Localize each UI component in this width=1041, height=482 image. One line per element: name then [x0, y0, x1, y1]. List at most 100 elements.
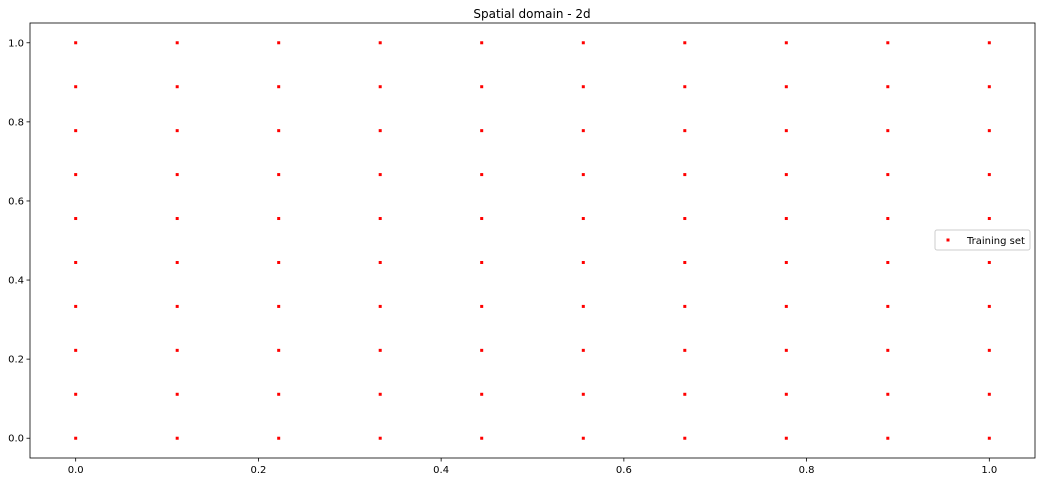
scatter-point [886, 304, 890, 308]
scatter-point [378, 41, 382, 45]
scatter-point [480, 304, 484, 308]
scatter-point [175, 173, 179, 177]
scatter-point [581, 304, 585, 308]
scatter-point [480, 129, 484, 133]
scatter-point [987, 260, 991, 264]
scatter-point [74, 173, 78, 177]
scatter-point [683, 260, 687, 264]
scatter-point [683, 392, 687, 396]
scatter-point [581, 129, 585, 133]
scatter-point [175, 304, 179, 308]
scatter-point [74, 85, 78, 89]
scatter-point [74, 129, 78, 133]
data-points [74, 41, 991, 440]
scatter-point [74, 436, 78, 440]
scatter-point [480, 85, 484, 89]
y-tick-label: 1.0 [8, 38, 24, 49]
scatter-point [886, 217, 890, 221]
y-tick-label: 0.0 [8, 434, 24, 445]
scatter-point [480, 260, 484, 264]
scatter-point [784, 436, 788, 440]
scatter-point [987, 392, 991, 396]
scatter-point [378, 260, 382, 264]
y-axis: 0.0 0.2 0.4 0.6 0.8 1.0 [8, 38, 30, 445]
scatter-point [784, 173, 788, 177]
x-tick-label: 0.8 [799, 465, 815, 476]
scatter-point [480, 173, 484, 177]
scatter-point [886, 348, 890, 352]
y-tick-label: 0.8 [8, 117, 24, 128]
x-tick-label: 0.0 [68, 465, 84, 476]
x-tick-label: 0.6 [616, 465, 632, 476]
scatter-point [987, 348, 991, 352]
scatter-point [378, 392, 382, 396]
scatter-point [175, 348, 179, 352]
scatter-point [581, 173, 585, 177]
scatter-point [175, 85, 179, 89]
scatter-point [683, 173, 687, 177]
chart-title: Spatial domain - 2d [473, 7, 590, 21]
scatter-point [277, 85, 281, 89]
scatter-point [74, 392, 78, 396]
scatter-point [784, 217, 788, 221]
scatter-point [378, 85, 382, 89]
scatter-point [175, 392, 179, 396]
scatter-point [277, 348, 281, 352]
scatter-point [886, 436, 890, 440]
scatter-point [886, 392, 890, 396]
scatter-point [480, 348, 484, 352]
scatter-point [175, 260, 179, 264]
scatter-point [784, 392, 788, 396]
scatter-point [886, 85, 890, 89]
legend: Training set [934, 229, 1031, 251]
scatter-point [378, 217, 382, 221]
legend-label: Training set [966, 236, 1025, 247]
x-tick-label: 0.2 [250, 465, 266, 476]
scatter-point [378, 348, 382, 352]
x-axis: 0.0 0.2 0.4 0.6 0.8 1.0 [68, 458, 997, 476]
scatter-point [175, 41, 179, 45]
plot-frame [29, 22, 1036, 459]
scatter-point [784, 129, 788, 133]
scatter-point [74, 217, 78, 221]
scatter-point [886, 260, 890, 264]
scatter-point [987, 304, 991, 308]
scatter-point [74, 260, 78, 264]
scatter-point [784, 260, 788, 264]
scatter-point [74, 348, 78, 352]
scatter-point [886, 41, 890, 45]
scatter-point [987, 129, 991, 133]
scatter-point [683, 85, 687, 89]
scatter-point [581, 436, 585, 440]
scatter-point [277, 304, 281, 308]
scatter-point [886, 173, 890, 177]
scatter-point [277, 41, 281, 45]
x-tick-label: 1.0 [981, 465, 997, 476]
scatter-point [987, 217, 991, 221]
scatter-point [784, 348, 788, 352]
scatter-point [683, 217, 687, 221]
y-tick-label: 0.4 [8, 276, 24, 287]
scatter-point [683, 41, 687, 45]
scatter-point [581, 348, 585, 352]
scatter-point [581, 392, 585, 396]
scatter-point [683, 348, 687, 352]
scatter-point [581, 85, 585, 89]
scatter-point [581, 260, 585, 264]
scatter-point [74, 41, 78, 45]
scatter-point [886, 129, 890, 133]
scatter-point [987, 41, 991, 45]
scatter-point [378, 436, 382, 440]
legend-marker [946, 238, 950, 242]
scatter-point [784, 41, 788, 45]
y-tick-label: 0.6 [8, 196, 24, 207]
scatter-point [378, 304, 382, 308]
scatter-point [277, 436, 281, 440]
scatter-point [683, 304, 687, 308]
scatter-point [683, 129, 687, 133]
scatter-point [277, 392, 281, 396]
scatter-point [175, 436, 179, 440]
scatter-point [480, 392, 484, 396]
scatter-point [277, 129, 281, 133]
scatter-point [987, 85, 991, 89]
